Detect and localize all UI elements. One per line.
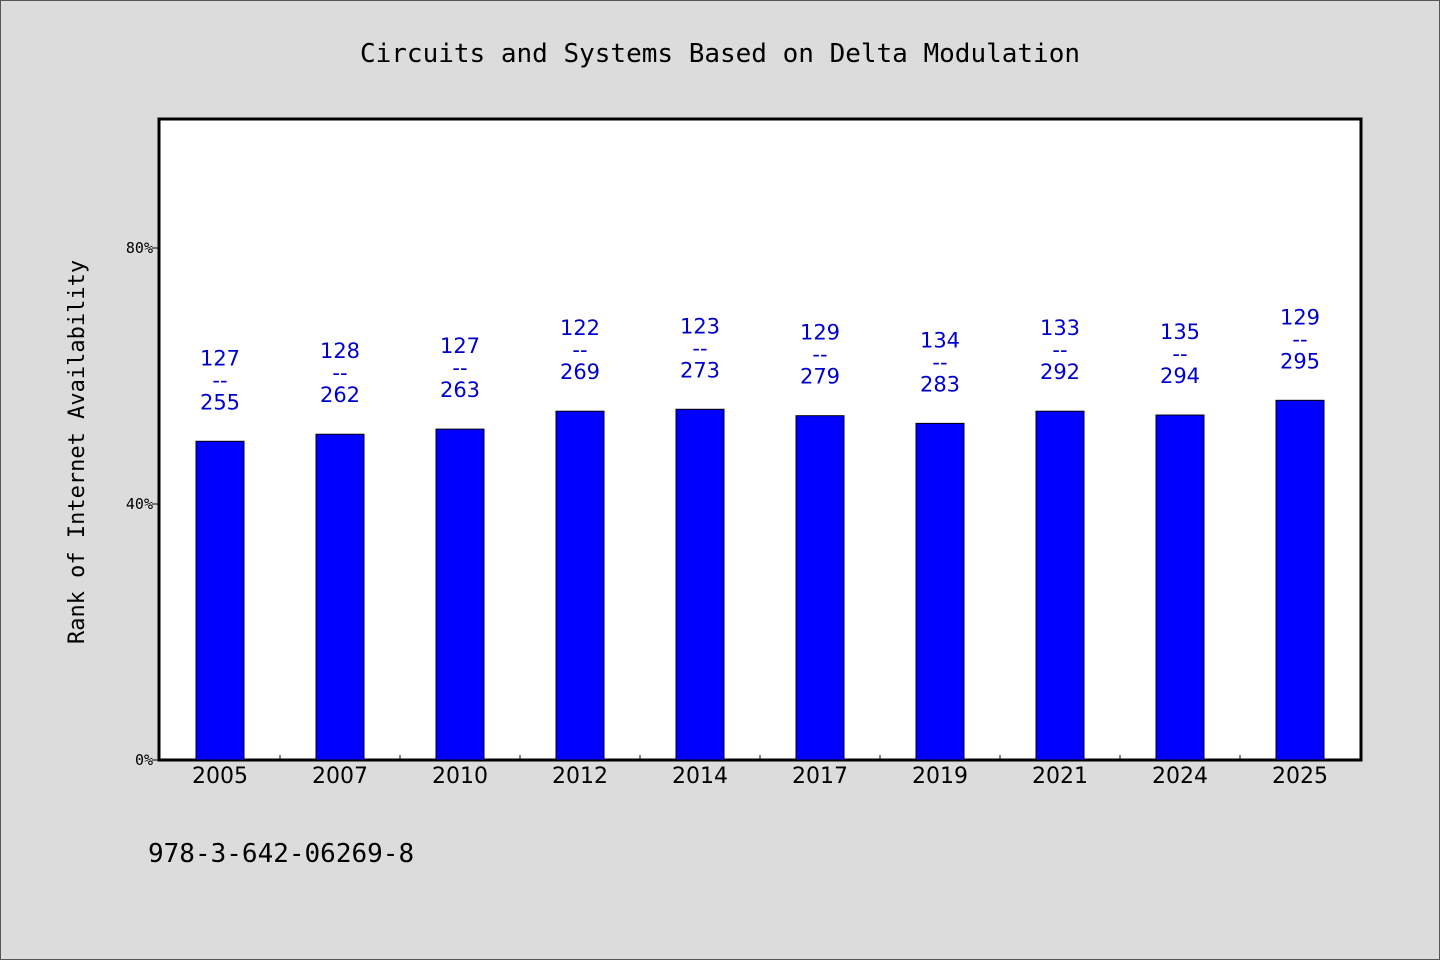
bar-label-2019-rank: 134 — [920, 328, 960, 352]
bar-label-2014-total: 273 — [680, 358, 720, 382]
bar-label-2024-rank: 135 — [1160, 320, 1200, 344]
x-tick-label-2014: 2014 — [672, 764, 728, 789]
bar-label-2021-rank: 133 — [1040, 316, 1080, 340]
x-tick-label-2019: 2019 — [912, 764, 968, 789]
bar-label-2014-sep: -- — [692, 336, 707, 360]
bar-label-2019-sep: -- — [932, 350, 947, 374]
bar-label-2017-rank: 129 — [800, 321, 840, 345]
y-axis: 0% 40% 80% — [126, 239, 160, 769]
x-tick-label-2005: 2005 — [192, 764, 248, 789]
bar-label-2019-total: 283 — [920, 372, 960, 396]
bar-2025 — [1275, 399, 1325, 761]
bar-label-2024-total: 294 — [1160, 364, 1200, 388]
x-tick-label-2024: 2024 — [1152, 764, 1208, 789]
y-tick-label-40: 40% — [126, 495, 153, 513]
bar-label-2010-sep: -- — [452, 356, 467, 380]
y-tick-label-0: 0% — [135, 751, 153, 769]
x-tick-label-2021: 2021 — [1032, 764, 1088, 789]
bar-label-2021-sep: -- — [1052, 338, 1067, 362]
x-tick-label-2025: 2025 — [1272, 764, 1328, 789]
bar-label-2025-rank: 129 — [1280, 305, 1320, 329]
bar-label-2024-sep: -- — [1172, 342, 1187, 366]
bar-2012 — [555, 410, 605, 761]
bar-2010 — [435, 428, 485, 761]
bar-2007 — [315, 433, 365, 761]
bar-2017 — [795, 415, 845, 761]
bar-label-2007-total: 262 — [320, 383, 360, 407]
bar-label-2010-rank: 127 — [440, 334, 480, 358]
x-tick-label-2012: 2012 — [552, 764, 608, 789]
bar-labels-group: 127--255128--262127--263122--269123--273… — [200, 305, 1320, 414]
footer-isbn: 978-3-642-06269-8 — [148, 839, 414, 869]
bar-2005 — [195, 440, 245, 761]
bar-label-2012-total: 269 — [560, 360, 600, 384]
x-tick-label-2017: 2017 — [792, 764, 848, 789]
chart-title: Circuits and Systems Based on Delta Modu… — [360, 39, 1080, 69]
bars-group — [195, 399, 1325, 761]
bar-label-2017-total: 279 — [800, 365, 840, 389]
bar-label-2010-total: 263 — [440, 378, 480, 402]
bar-2024 — [1155, 414, 1205, 761]
bar-label-2007-rank: 128 — [320, 339, 360, 363]
bar-label-2012-rank: 122 — [560, 316, 600, 340]
y-tick-label-80: 80% — [126, 239, 153, 257]
bar-label-2005-rank: 127 — [200, 346, 240, 370]
bar-label-2021-total: 292 — [1040, 360, 1080, 384]
bar-2014 — [675, 408, 725, 761]
bar-label-2014-rank: 123 — [680, 314, 720, 338]
bar-2019 — [915, 422, 965, 761]
bar-2021 — [1035, 410, 1085, 761]
bar-label-2005-sep: -- — [212, 368, 227, 392]
x-tick-label-2007: 2007 — [312, 764, 368, 789]
x-axis: 2005 2007 2010 2012 2014 2017 2019 2021 2024 2025 — [192, 755, 1328, 789]
bar-label-2017-sep: -- — [812, 343, 827, 367]
bar-label-2025-total: 295 — [1280, 349, 1320, 373]
bar-label-2007-sep: -- — [332, 361, 347, 385]
bar-label-2012-sep: -- — [572, 338, 587, 362]
y-axis-label: Rank of Internet Availability — [65, 260, 90, 644]
x-tick-label-2010: 2010 — [432, 764, 488, 789]
bar-label-2025-sep: -- — [1292, 327, 1307, 351]
bar-label-2005-total: 255 — [200, 390, 240, 414]
